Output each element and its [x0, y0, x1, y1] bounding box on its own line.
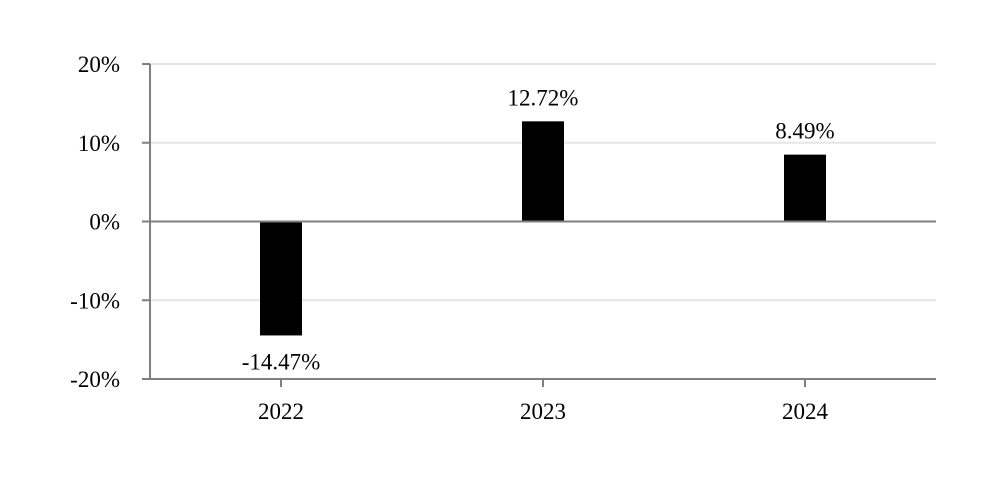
x-tick-label-2022: 2022 [258, 399, 304, 424]
bar-2024 [784, 154, 826, 222]
bars [260, 121, 826, 336]
x-tick-label-2023: 2023 [520, 399, 566, 424]
bar-2023 [522, 121, 564, 222]
data-label-2024: 8.49% [775, 119, 834, 144]
axes [142, 63, 936, 387]
y-tick-label-2: 0% [89, 210, 120, 235]
data-label-2023: 12.72% [508, 85, 579, 110]
y-tick-label-0: -20% [70, 367, 120, 392]
x-tick-label-2024: 2024 [782, 399, 829, 424]
y-tick-label-1: -10% [70, 288, 120, 313]
y-tick-label-4: 20% [78, 52, 120, 77]
bar-2022 [260, 221, 302, 336]
labels: -20% -10% 0% 10% 20% 2022 2023 2024 -14.47% 12.72… [70, 52, 835, 424]
data-label-2022: -14.47% [242, 349, 321, 374]
y-tick-label-3: 10% [78, 131, 120, 156]
